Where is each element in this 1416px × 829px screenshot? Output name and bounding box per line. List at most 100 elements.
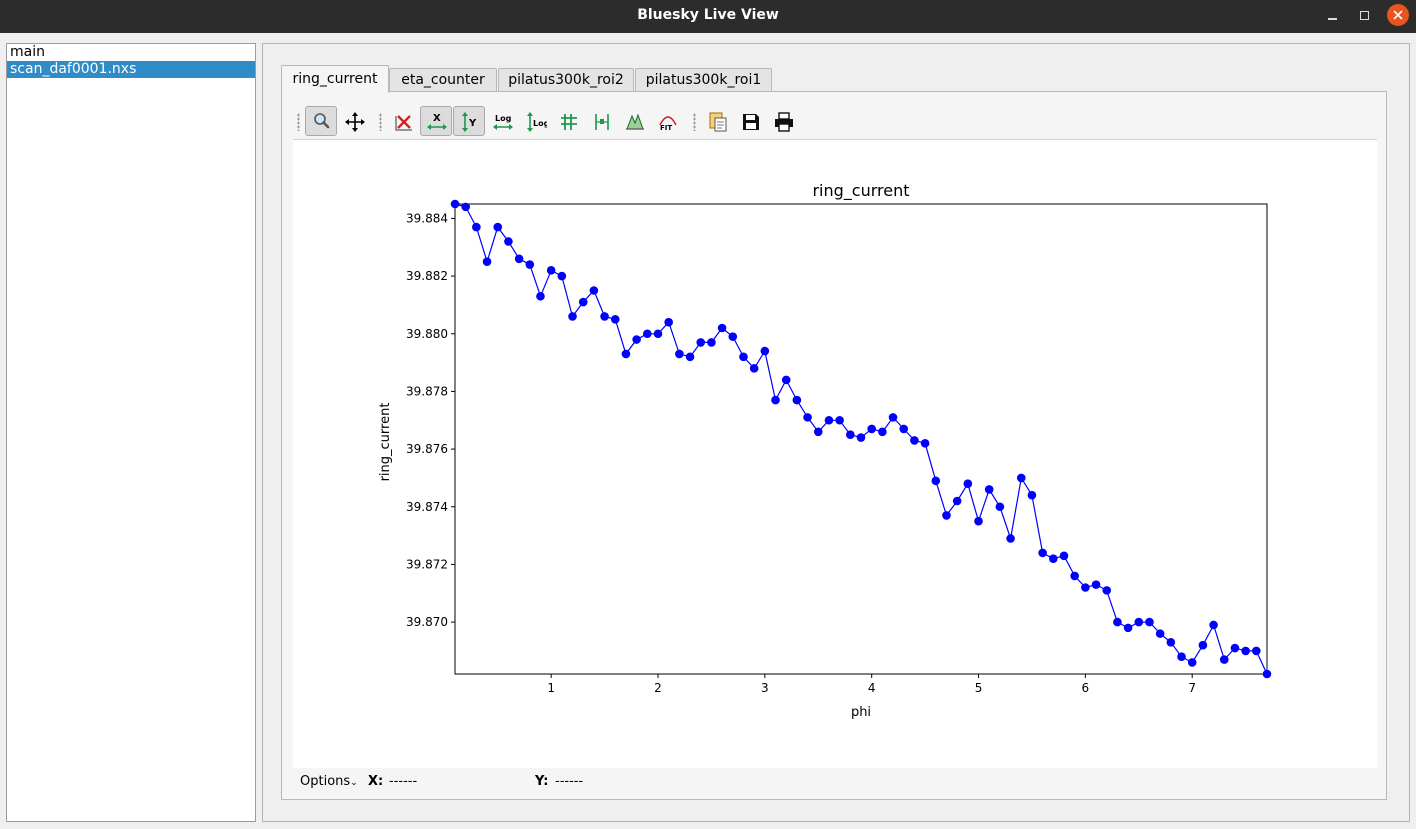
data-point — [1006, 534, 1015, 543]
tab-pilatus300k-roi2[interactable]: pilatus300k_roi2 — [498, 68, 634, 91]
data-point — [1113, 617, 1122, 627]
svg-text:X: X — [433, 113, 441, 124]
toolbar-grip[interactable] — [379, 113, 382, 131]
data-point — [472, 222, 481, 232]
save-button[interactable] — [734, 106, 766, 136]
y-tick-label: 39.882 — [406, 269, 448, 283]
data-point — [653, 329, 663, 339]
data-point — [1198, 640, 1208, 650]
data-point — [536, 291, 545, 301]
data-point — [1059, 551, 1069, 561]
data-point — [578, 297, 588, 307]
data-point — [600, 312, 609, 321]
tab-eta-counter[interactable]: eta_counter — [389, 68, 497, 91]
toolbar-grip[interactable] — [297, 113, 300, 131]
grid-icon — [561, 114, 577, 130]
svg-text:FIT: FIT — [660, 124, 672, 132]
data-point — [771, 395, 780, 405]
data-point — [856, 433, 866, 442]
reset-zoom-button[interactable] — [387, 106, 419, 136]
colormap-icon — [626, 113, 644, 130]
chart-title: ring_current — [812, 181, 909, 201]
data-point — [568, 312, 577, 321]
toolbar-grip[interactable] — [693, 113, 696, 131]
x-log-icon: Log — [493, 114, 513, 130]
copy-button[interactable] — [701, 106, 733, 136]
x-tick-label: 6 — [1082, 681, 1090, 695]
y-tick-label: 39.876 — [406, 442, 448, 456]
data-point — [1070, 571, 1079, 581]
data-point — [525, 260, 535, 269]
close-icon — [1393, 10, 1403, 20]
data-point — [995, 502, 1005, 512]
options-menu-button[interactable]: Options⌄ — [300, 774, 358, 789]
data-point — [675, 349, 684, 359]
x-autoscale-button[interactable]: X — [420, 106, 452, 136]
zoom-mode-button[interactable] — [305, 106, 337, 136]
plot-toolbar: X Y Log — [293, 105, 1377, 140]
data-point — [1252, 646, 1261, 656]
y-tick-label: 39.872 — [406, 557, 448, 571]
close-button[interactable] — [1387, 4, 1409, 26]
x-tick-label: 5 — [975, 681, 983, 695]
file-tree[interactable]: main scan_daf0001.nxs — [6, 43, 256, 822]
data-point — [803, 413, 812, 422]
colormap-button[interactable] — [618, 106, 650, 136]
data-point — [1038, 548, 1047, 558]
minimize-button[interactable] — [1323, 6, 1343, 26]
title-bar: Bluesky Live View — [0, 0, 1416, 33]
data-point — [1241, 646, 1250, 656]
data-point — [1049, 554, 1058, 563]
zoom-icon — [314, 113, 330, 129]
data-point — [450, 199, 460, 209]
pan-mode-button[interactable] — [338, 106, 370, 136]
y-tick-label: 39.870 — [406, 615, 448, 629]
svg-text:Log: Log — [533, 119, 547, 128]
tree-item-main[interactable]: main — [10, 44, 45, 60]
y-log-scale-button[interactable]: Log — [519, 106, 551, 136]
data-point — [878, 427, 887, 437]
maximize-button[interactable] — [1355, 6, 1375, 26]
data-point — [685, 352, 695, 362]
x-coordinate-value: ------ — [389, 774, 418, 789]
data-point — [781, 375, 791, 385]
tab-ring-current[interactable]: ring_current — [281, 65, 389, 93]
x-tick-label: 2 — [654, 681, 662, 695]
y-tick-label: 39.880 — [406, 327, 448, 341]
y-autoscale-button[interactable]: Y — [453, 106, 485, 136]
grid-toggle-button[interactable] — [552, 106, 584, 136]
print-button[interactable] — [767, 106, 799, 136]
data-point — [984, 485, 994, 494]
tree-item-scan-file[interactable]: scan_daf0001.nxs — [7, 61, 255, 78]
data-point — [739, 352, 748, 362]
x-log-scale-button[interactable]: Log — [486, 106, 518, 136]
data-point — [888, 413, 898, 422]
curve-style-button[interactable] — [585, 106, 617, 136]
data-point — [867, 424, 876, 434]
fit-button[interactable]: FIT — [651, 106, 683, 136]
x-tick-label: 3 — [761, 681, 769, 695]
data-point — [1016, 473, 1026, 483]
ring-current-chart[interactable]: 1 2 3 4 5 6 7 39.870 39.872 39.874 39.876 39.878 39.… — [293, 140, 1377, 768]
data-point — [1123, 623, 1133, 633]
fit-icon: FIT — [659, 116, 677, 132]
data-point — [482, 257, 492, 266]
tab-pilatus300k-roi1[interactable]: pilatus300k_roi1 — [635, 68, 772, 91]
plot-area[interactable]: 1 2 3 4 5 6 7 39.870 39.872 39.874 39.876 39.878 39.… — [293, 140, 1377, 768]
window-title: Bluesky Live View — [637, 7, 779, 23]
data-point — [728, 332, 738, 341]
y-tick-label: 39.884 — [406, 211, 448, 225]
data-point — [1027, 490, 1037, 500]
data-point — [942, 511, 951, 520]
data-point — [792, 395, 802, 405]
data-point — [1209, 620, 1218, 630]
data-point — [974, 516, 983, 526]
x-tick-label: 7 — [1188, 681, 1196, 695]
data-point — [931, 476, 941, 486]
copy-icon — [709, 112, 727, 132]
data-point — [632, 335, 641, 344]
y-coordinate-value: ------ — [555, 774, 584, 789]
data-point — [910, 436, 919, 445]
data-point — [1081, 583, 1090, 592]
data-point — [760, 346, 770, 356]
